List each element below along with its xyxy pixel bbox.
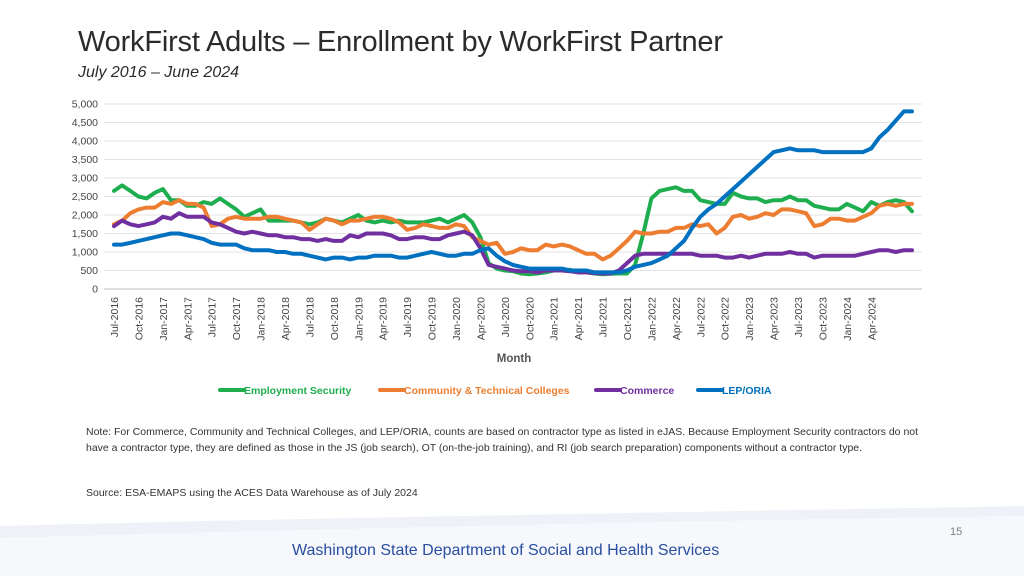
y-tick-label: 2,500 bbox=[72, 191, 98, 203]
legend-label: Community & Technical Colleges bbox=[404, 385, 570, 397]
footer-organization: Washington State Department of Social an… bbox=[292, 542, 720, 559]
x-tick-label: Apr-2017 bbox=[182, 297, 194, 340]
x-tick-label: Jan-2023 bbox=[744, 297, 756, 341]
chart-gridlines bbox=[104, 103, 922, 290]
series-line-lep-oria bbox=[112, 109, 914, 275]
source-text: Source: ESA-EMAPS using the ACES Data Wa… bbox=[86, 487, 418, 499]
x-tick-label: Jan-2024 bbox=[842, 297, 854, 341]
x-tick-label: Oct-2019 bbox=[427, 297, 439, 340]
x-tick-label: Oct-2020 bbox=[524, 297, 536, 340]
x-axis-tick-labels: Jul-2016 Oct-2016 Jan-2017 Apr-2017 Jul-2017… bbox=[109, 297, 878, 341]
x-tick-label: Jul-2021 bbox=[598, 297, 610, 337]
y-tick-label: 3,000 bbox=[72, 173, 98, 185]
enrollment-line-chart: 0 500 1,000 1,500 2,000 2,500 3,000 3,500 4,000 4… bbox=[72, 99, 922, 397]
y-tick-label: 500 bbox=[80, 265, 98, 277]
x-tick-label: Apr-2023 bbox=[769, 297, 781, 340]
chart-legend: Employment Security Community & Technical… bbox=[218, 385, 772, 397]
x-tick-label: Oct-2023 bbox=[817, 297, 829, 340]
y-tick-label: 4,500 bbox=[72, 117, 98, 129]
x-tick-label: Apr-2022 bbox=[671, 297, 683, 340]
slide-subtitle: July 2016 – June 2024 bbox=[78, 64, 240, 81]
x-tick-label: Oct-2018 bbox=[329, 297, 341, 340]
footer-decorative-band bbox=[0, 506, 1024, 576]
x-tick-label: Jan-2019 bbox=[353, 297, 365, 341]
x-tick-label: Jul-2023 bbox=[793, 297, 805, 337]
x-tick-label: Jan-2020 bbox=[451, 297, 463, 341]
x-tick-label: Apr-2020 bbox=[475, 297, 487, 340]
x-tick-label: Oct-2017 bbox=[231, 297, 243, 340]
x-tick-label: Jul-2022 bbox=[695, 297, 707, 337]
y-tick-label: 3,500 bbox=[72, 154, 98, 166]
legend-label: Commerce bbox=[620, 385, 674, 397]
y-tick-label: 1,000 bbox=[72, 247, 98, 259]
y-tick-label: 4,000 bbox=[72, 136, 98, 148]
x-tick-label: Jan-2017 bbox=[158, 297, 170, 341]
y-axis-tick-labels: 0 500 1,000 1,500 2,000 2,500 3,000 3,500 4,000 4… bbox=[72, 99, 98, 296]
x-tick-label: Jan-2021 bbox=[549, 297, 561, 341]
footnote-text: Note: For Commerce, Community and Techni… bbox=[86, 426, 919, 454]
x-tick-label: Jul-2019 bbox=[402, 297, 414, 337]
x-tick-label: Jul-2018 bbox=[304, 297, 316, 337]
x-tick-label: Oct-2021 bbox=[622, 297, 634, 340]
x-tick-label: Jul-2016 bbox=[109, 297, 121, 337]
x-axis-label: Month bbox=[497, 353, 531, 365]
y-tick-label: 2,000 bbox=[72, 210, 98, 222]
x-tick-label: Oct-2022 bbox=[720, 297, 732, 340]
y-tick-label: 1,500 bbox=[72, 228, 98, 240]
x-tick-label: Jul-2020 bbox=[500, 297, 512, 337]
x-tick-label: Jan-2022 bbox=[646, 297, 658, 341]
x-tick-label: Apr-2021 bbox=[573, 297, 585, 340]
x-tick-label: Apr-2018 bbox=[280, 297, 292, 340]
y-tick-label: 5,000 bbox=[72, 99, 98, 111]
x-tick-label: Apr-2019 bbox=[378, 297, 390, 340]
slide-title: WorkFirst Adults – Enrollment by WorkFir… bbox=[78, 26, 723, 58]
x-tick-label: Oct-2016 bbox=[133, 297, 145, 340]
page-number: 15 bbox=[950, 526, 963, 538]
x-tick-label: Jan-2018 bbox=[256, 297, 268, 341]
y-tick-label: 0 bbox=[92, 284, 98, 296]
x-tick-label: Jul-2017 bbox=[207, 297, 219, 337]
series-line-community-technical-colleges bbox=[112, 198, 914, 262]
series-line-commerce bbox=[112, 211, 914, 276]
legend-label: Employment Security bbox=[244, 385, 352, 397]
chart-series-lines bbox=[112, 109, 914, 277]
x-tick-label: Apr-2024 bbox=[866, 297, 878, 340]
legend-label: LEP/ORIA bbox=[722, 385, 772, 397]
